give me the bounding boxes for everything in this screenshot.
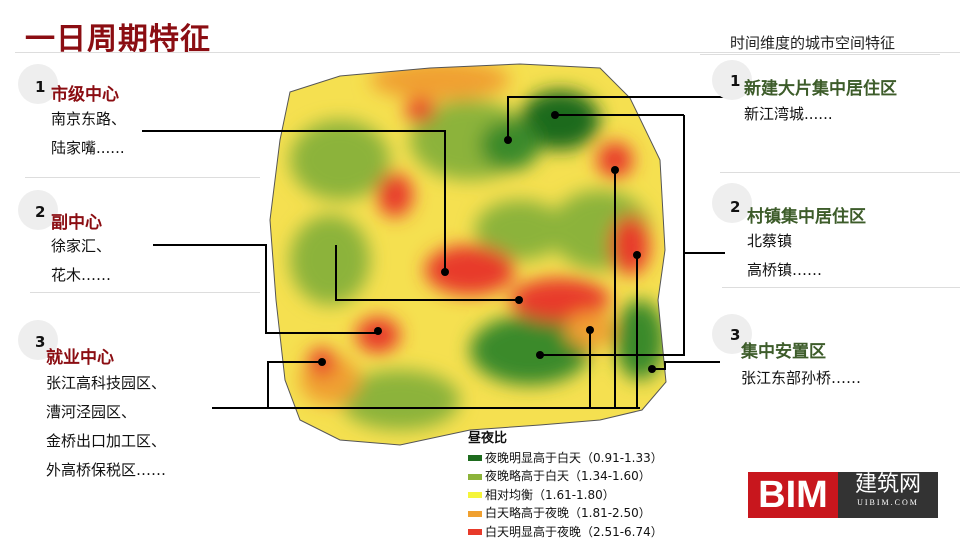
- legend-title: 昼夜比: [468, 430, 663, 449]
- legend-label: 白天略高于夜晚（1.81-2.50）: [485, 506, 651, 520]
- day-night-ratio-map: [260, 60, 680, 460]
- legend-item: 白天明显高于夜晚（2.51-6.74）: [468, 523, 663, 541]
- legend-item: 夜晚略高于白天（1.34-1.60）: [468, 467, 663, 486]
- divider: [722, 287, 960, 288]
- item-lines: 张江高科技园区、 漕河泾园区、 金桥出口加工区、 外高桥保税区……: [46, 369, 166, 485]
- item-number: 2: [35, 203, 45, 221]
- legend-swatch: [468, 455, 482, 461]
- legend-item: 夜晚明显高于白天（0.91-1.33）: [468, 449, 663, 468]
- legend-label: 相对均衡（1.61-1.80）: [485, 488, 615, 502]
- item-number: 1: [730, 72, 740, 90]
- divider: [30, 292, 260, 293]
- item-line: 金桥出口加工区、: [46, 427, 166, 456]
- item-number: 3: [35, 333, 45, 351]
- item-heading: 市级中心: [51, 80, 119, 105]
- legend-swatch: [468, 474, 482, 480]
- item-line: 外高桥保税区……: [46, 456, 166, 485]
- map-legend: 昼夜比 夜晚明显高于白天（0.91-1.33） 夜晚略高于白天（1.34-1.6…: [468, 430, 663, 541]
- legend-label: 夜晚略高于白天（1.34-1.60）: [485, 469, 651, 483]
- legend-swatch: [468, 492, 482, 498]
- logo-main: BIM: [748, 472, 838, 518]
- divider: [720, 172, 960, 173]
- legend-item: 相对均衡（1.61-1.80）: [468, 486, 663, 505]
- legend-swatch: [468, 529, 482, 535]
- item-line: 漕河泾园区、: [46, 398, 166, 427]
- item-number: 1: [35, 78, 45, 96]
- divider: [25, 177, 260, 178]
- item-lines: 南京东路、 陆家嘴......: [51, 105, 126, 163]
- item-line: 南京东路、: [51, 105, 126, 134]
- item-line: 张江高科技园区、: [46, 369, 166, 398]
- legend-swatch: [468, 511, 482, 517]
- item-heading: 就业中心: [46, 343, 114, 368]
- item-heading: 村镇集中居住区: [747, 202, 866, 227]
- item-lines: 张江东部孙桥……: [741, 364, 861, 393]
- item-line: 张江东部孙桥……: [741, 364, 861, 393]
- legend-item: 白天略高于夜晚（1.81-2.50）: [468, 504, 663, 523]
- item-line: 高桥镇……: [747, 256, 822, 285]
- item-heading: 副中心: [51, 208, 102, 233]
- item-lines: 徐家汇、 花木……: [51, 232, 111, 290]
- item-line: 花木……: [51, 261, 111, 290]
- item-number: 3: [730, 326, 740, 344]
- item-heading: 新建大片集中居住区: [744, 74, 897, 99]
- item-line: 徐家汇、: [51, 232, 111, 261]
- legend-label: 夜晚明显高于白天（0.91-1.33）: [485, 451, 663, 465]
- item-heading: 集中安置区: [741, 337, 826, 362]
- divider: [700, 54, 940, 55]
- logo-en: UIBIM.COM: [838, 498, 938, 507]
- bim-logo: BIM 建筑网 UIBIM.COM: [748, 472, 938, 518]
- item-line: 新江湾城......: [744, 100, 833, 129]
- item-lines: 北蔡镇 高桥镇……: [747, 227, 822, 285]
- item-number: 2: [730, 198, 740, 216]
- item-line: 北蔡镇: [747, 227, 822, 256]
- legend-label: 白天明显高于夜晚（2.51-6.74）: [485, 525, 663, 539]
- item-lines: 新江湾城......: [744, 100, 833, 129]
- logo-cn: 建筑网: [838, 472, 938, 498]
- item-line: 陆家嘴......: [51, 134, 126, 163]
